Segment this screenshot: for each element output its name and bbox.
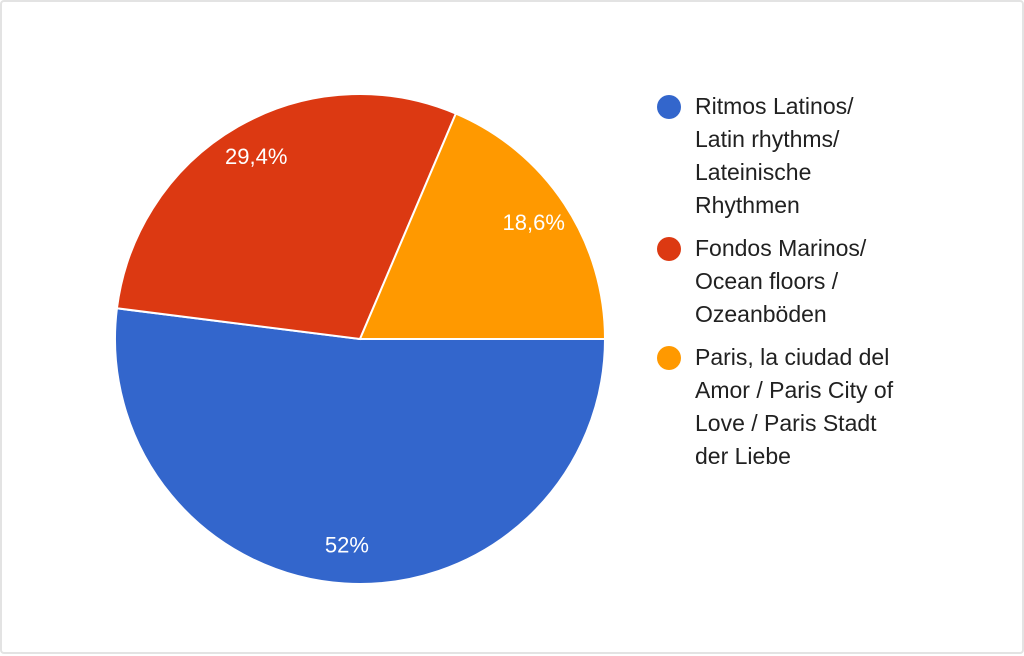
legend-swatch-blue	[657, 95, 681, 119]
legend-item-fondos-marinos[interactable]: Fondos Marinos/ Ocean floors / Ozeanböde…	[657, 232, 947, 331]
legend-label-line: Rhythmen	[695, 192, 800, 218]
slice-value-label: 29,4%	[225, 144, 287, 169]
legend-label-line: Fondos Marinos/	[695, 235, 867, 261]
legend-label-line: Amor / Paris City of	[695, 377, 894, 403]
slice-value-label: 52%	[325, 533, 369, 558]
legend-swatch-orange	[657, 346, 681, 370]
legend-item-paris[interactable]: Paris, la ciudad del Amor / Paris City o…	[657, 341, 947, 473]
pie-slice-fondos-marinos[interactable]	[115, 93, 458, 341]
legend-label-line: Ocean floors /	[695, 268, 839, 294]
legend-label-line: der Liebe	[695, 443, 791, 469]
legend-label-line: Latin rhythms/	[695, 126, 840, 152]
legend-label-line: Paris, la ciudad del	[695, 344, 890, 370]
legend-label-line: Ozeanböden	[695, 301, 827, 327]
legend-label-line: Love / Paris Stadt	[695, 410, 877, 436]
legend-label-line: Lateinische	[695, 159, 812, 185]
legend-swatch-red	[657, 237, 681, 261]
legend-item-ritmos-latinos[interactable]: Ritmos Latinos/ Latin rhythms/ Lateinisc…	[657, 90, 947, 222]
legend: Ritmos Latinos/ Latin rhythms/ Lateinisc…	[657, 90, 947, 483]
legend-label-line: Ritmos Latinos/	[695, 93, 854, 119]
slice-value-label: 18,6%	[503, 210, 565, 235]
pie-slice-paris[interactable]	[358, 112, 607, 340]
pie-slice-ritmos-latinos[interactable]	[114, 307, 607, 585]
